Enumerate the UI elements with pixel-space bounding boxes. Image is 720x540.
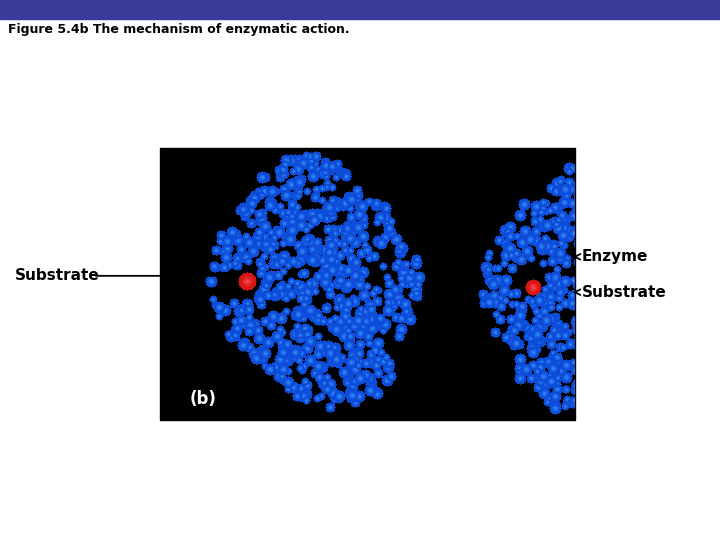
Bar <box>0 0 720 19</box>
Text: Enzyme: Enzyme <box>582 249 649 264</box>
Text: (b): (b) <box>190 390 217 408</box>
Bar <box>160 148 575 420</box>
Text: Figure 5.4b The mechanism of enzymatic action.: Figure 5.4b The mechanism of enzymatic a… <box>8 23 350 36</box>
Text: Substrate: Substrate <box>582 285 667 300</box>
Text: Substrate: Substrate <box>15 268 100 284</box>
